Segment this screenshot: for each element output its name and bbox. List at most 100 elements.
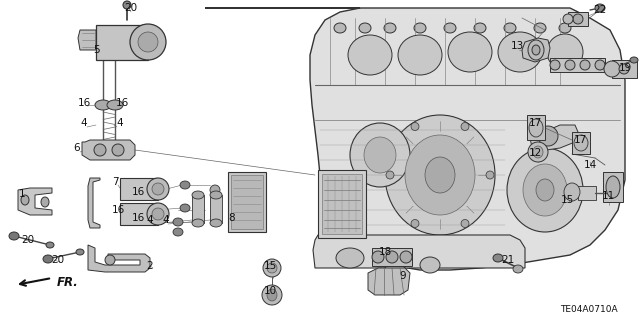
Ellipse shape bbox=[210, 219, 222, 227]
Ellipse shape bbox=[536, 179, 554, 201]
Polygon shape bbox=[313, 235, 525, 268]
Text: 18: 18 bbox=[378, 247, 392, 257]
Text: 20: 20 bbox=[21, 235, 35, 245]
Bar bbox=[322, 174, 362, 234]
Ellipse shape bbox=[210, 185, 220, 195]
Ellipse shape bbox=[130, 24, 166, 60]
Bar bbox=[603, 172, 623, 202]
Ellipse shape bbox=[386, 171, 394, 179]
Text: 14: 14 bbox=[584, 160, 596, 170]
Ellipse shape bbox=[336, 248, 364, 268]
Text: 20: 20 bbox=[124, 3, 138, 13]
Bar bbox=[210, 195, 222, 223]
Bar bbox=[572, 132, 590, 154]
Text: 20: 20 bbox=[51, 255, 65, 265]
Ellipse shape bbox=[523, 164, 567, 216]
Ellipse shape bbox=[448, 32, 492, 72]
Ellipse shape bbox=[461, 219, 469, 227]
Bar bbox=[568, 12, 588, 26]
Ellipse shape bbox=[152, 208, 164, 220]
Ellipse shape bbox=[107, 100, 123, 110]
Text: 16: 16 bbox=[131, 213, 145, 223]
Text: TE04A0710A: TE04A0710A bbox=[560, 305, 618, 314]
Ellipse shape bbox=[123, 1, 131, 9]
Ellipse shape bbox=[534, 23, 546, 33]
Ellipse shape bbox=[528, 40, 544, 60]
Ellipse shape bbox=[263, 259, 281, 277]
Ellipse shape bbox=[192, 219, 204, 227]
Polygon shape bbox=[88, 178, 100, 228]
Ellipse shape bbox=[532, 45, 540, 55]
Ellipse shape bbox=[46, 242, 54, 248]
Bar bbox=[527, 115, 545, 140]
Polygon shape bbox=[205, 8, 625, 270]
Ellipse shape bbox=[563, 14, 573, 24]
Polygon shape bbox=[78, 30, 96, 50]
Ellipse shape bbox=[41, 197, 49, 207]
Ellipse shape bbox=[350, 123, 410, 187]
Text: 16: 16 bbox=[77, 98, 91, 108]
Ellipse shape bbox=[364, 137, 396, 173]
Ellipse shape bbox=[267, 289, 277, 301]
Ellipse shape bbox=[533, 146, 543, 158]
Ellipse shape bbox=[138, 32, 158, 52]
Ellipse shape bbox=[9, 232, 19, 240]
Ellipse shape bbox=[461, 122, 469, 130]
Ellipse shape bbox=[180, 181, 190, 189]
Ellipse shape bbox=[173, 228, 183, 236]
Ellipse shape bbox=[348, 35, 392, 75]
Bar bbox=[120, 203, 158, 225]
Text: 9: 9 bbox=[400, 271, 406, 281]
Ellipse shape bbox=[372, 251, 384, 263]
Bar bbox=[192, 195, 204, 223]
Ellipse shape bbox=[564, 183, 580, 201]
Ellipse shape bbox=[411, 219, 419, 227]
Ellipse shape bbox=[565, 60, 575, 70]
Text: 8: 8 bbox=[228, 213, 236, 223]
Ellipse shape bbox=[595, 4, 605, 12]
Ellipse shape bbox=[513, 265, 523, 273]
Ellipse shape bbox=[573, 14, 583, 24]
Ellipse shape bbox=[486, 171, 494, 179]
Ellipse shape bbox=[529, 119, 543, 137]
Polygon shape bbox=[82, 140, 135, 160]
Ellipse shape bbox=[504, 23, 516, 33]
Polygon shape bbox=[88, 245, 150, 272]
Text: 19: 19 bbox=[618, 63, 632, 73]
Bar bbox=[231, 175, 263, 229]
Ellipse shape bbox=[385, 115, 495, 235]
Text: 4: 4 bbox=[163, 215, 170, 225]
Text: 13: 13 bbox=[510, 41, 524, 51]
Text: 15: 15 bbox=[264, 261, 276, 271]
Text: FR.: FR. bbox=[57, 276, 79, 288]
Ellipse shape bbox=[384, 23, 396, 33]
Text: 16: 16 bbox=[115, 98, 129, 108]
Ellipse shape bbox=[580, 60, 590, 70]
Ellipse shape bbox=[538, 126, 558, 146]
Ellipse shape bbox=[398, 35, 442, 75]
Ellipse shape bbox=[493, 254, 503, 262]
Polygon shape bbox=[530, 125, 578, 152]
Ellipse shape bbox=[405, 135, 475, 215]
Bar bbox=[372, 248, 412, 266]
Text: 4: 4 bbox=[147, 215, 154, 225]
Ellipse shape bbox=[173, 218, 183, 226]
Ellipse shape bbox=[559, 23, 571, 33]
Ellipse shape bbox=[76, 249, 84, 255]
Ellipse shape bbox=[595, 60, 605, 70]
Ellipse shape bbox=[359, 23, 371, 33]
Ellipse shape bbox=[94, 144, 106, 156]
Ellipse shape bbox=[604, 61, 620, 77]
Text: 4: 4 bbox=[116, 118, 124, 128]
Text: 4: 4 bbox=[81, 118, 87, 128]
Text: 16: 16 bbox=[111, 205, 125, 215]
Ellipse shape bbox=[550, 60, 560, 70]
Ellipse shape bbox=[43, 255, 53, 263]
Ellipse shape bbox=[334, 23, 346, 33]
Text: 15: 15 bbox=[561, 195, 573, 205]
Ellipse shape bbox=[386, 251, 398, 263]
Ellipse shape bbox=[192, 191, 204, 199]
Ellipse shape bbox=[411, 122, 419, 130]
Text: 1: 1 bbox=[19, 189, 26, 199]
Polygon shape bbox=[368, 268, 410, 295]
